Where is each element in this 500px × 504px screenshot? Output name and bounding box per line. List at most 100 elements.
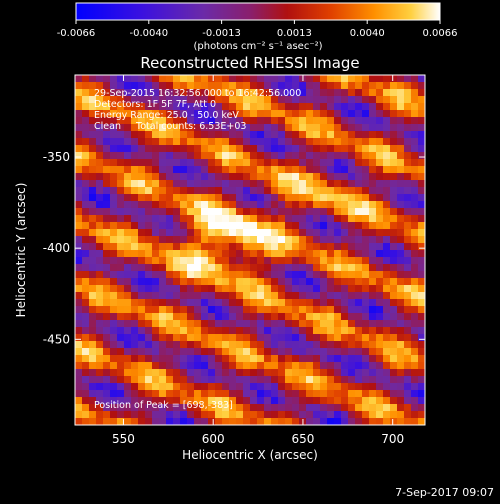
- image-pixel: [362, 271, 370, 279]
- image-pixel: [173, 89, 181, 97]
- image-pixel: [194, 173, 202, 181]
- image-pixel: [285, 369, 293, 377]
- image-pixel: [285, 173, 293, 181]
- image-pixel: [194, 327, 202, 335]
- image-pixel: [173, 180, 181, 188]
- image-pixel: [383, 327, 391, 335]
- image-pixel: [292, 159, 300, 167]
- image-pixel: [103, 285, 111, 293]
- image-pixel: [418, 96, 425, 104]
- image-pixel: [89, 299, 97, 307]
- image-pixel: [215, 152, 223, 160]
- image-pixel: [299, 278, 307, 286]
- image-pixel: [229, 96, 237, 104]
- image-pixel: [187, 285, 195, 293]
- image-pixel: [418, 215, 425, 223]
- image-pixel: [264, 271, 272, 279]
- image-pixel: [152, 96, 160, 104]
- image-pixel: [327, 159, 335, 167]
- image-pixel: [250, 418, 258, 425]
- image-pixel: [292, 82, 300, 90]
- image-pixel: [376, 404, 384, 412]
- image-pixel: [341, 369, 349, 377]
- image-pixel: [82, 271, 90, 279]
- image-pixel: [117, 124, 125, 132]
- image-pixel: [166, 292, 174, 300]
- colorbar-tick-label: 0.0013: [277, 28, 312, 39]
- image-pixel: [159, 383, 167, 391]
- image-pixel: [355, 187, 363, 195]
- image-pixel: [117, 334, 125, 342]
- colorbar-tick-label: -0.0040: [129, 28, 168, 39]
- image-pixel: [117, 292, 125, 300]
- image-pixel: [313, 299, 321, 307]
- image-pixel: [103, 397, 111, 405]
- image-pixel: [96, 222, 104, 230]
- image-pixel: [201, 376, 209, 384]
- image-pixel: [271, 390, 279, 398]
- image-pixel: [362, 194, 370, 202]
- image-pixel: [285, 292, 293, 300]
- image-pixel: [369, 236, 377, 244]
- image-pixel: [376, 243, 384, 251]
- image-pixel: [320, 96, 328, 104]
- image-pixel: [285, 131, 293, 139]
- image-pixel: [376, 327, 384, 335]
- image-pixel: [327, 285, 335, 293]
- image-pixel: [75, 166, 83, 174]
- image-pixel: [236, 222, 244, 230]
- image-pixel: [215, 166, 223, 174]
- image-pixel: [271, 215, 279, 223]
- image-pixel: [285, 138, 293, 146]
- image-pixel: [404, 390, 412, 398]
- image-pixel: [404, 411, 412, 419]
- image-pixel: [285, 152, 293, 160]
- image-pixel: [96, 320, 104, 328]
- image-pixel: [89, 397, 97, 405]
- image-pixel: [292, 404, 300, 412]
- image-pixel: [327, 418, 335, 425]
- image-pixel: [194, 376, 202, 384]
- image-pixel: [159, 243, 167, 251]
- image-pixel: [418, 257, 425, 265]
- image-pixel: [124, 82, 132, 90]
- image-pixel: [82, 159, 90, 167]
- image-pixel: [278, 383, 286, 391]
- image-pixel: [124, 180, 132, 188]
- image-pixel: [117, 320, 125, 328]
- image-pixel: [138, 166, 146, 174]
- image-pixel: [117, 341, 125, 349]
- image-pixel: [145, 131, 153, 139]
- image-pixel: [411, 187, 419, 195]
- image-pixel: [278, 187, 286, 195]
- image-pixel: [96, 194, 104, 202]
- image-pixel: [201, 103, 209, 111]
- image-pixel: [390, 194, 398, 202]
- image-pixel: [222, 257, 230, 265]
- image-pixel: [75, 404, 83, 412]
- image-pixel: [320, 376, 328, 384]
- image-pixel: [411, 383, 419, 391]
- image-pixel: [166, 117, 174, 125]
- image-pixel: [82, 362, 90, 370]
- image-pixel: [145, 278, 153, 286]
- image-pixel: [166, 418, 174, 425]
- image-pixel: [334, 320, 342, 328]
- image-pixel: [285, 348, 293, 356]
- image-pixel: [222, 124, 230, 132]
- image-pixel: [138, 306, 146, 314]
- image-pixel: [369, 411, 377, 419]
- image-pixel: [334, 250, 342, 258]
- image-pixel: [82, 369, 90, 377]
- image-pixel: [138, 145, 146, 153]
- image-pixel: [257, 103, 265, 111]
- image-pixel: [152, 145, 160, 153]
- image-pixel: [257, 306, 265, 314]
- image-pixel: [306, 390, 314, 398]
- image-pixel: [362, 376, 370, 384]
- image-pixel: [250, 166, 258, 174]
- image-pixel: [355, 306, 363, 314]
- image-pixel: [110, 264, 118, 272]
- image-pixel: [89, 334, 97, 342]
- image-pixel: [152, 117, 160, 125]
